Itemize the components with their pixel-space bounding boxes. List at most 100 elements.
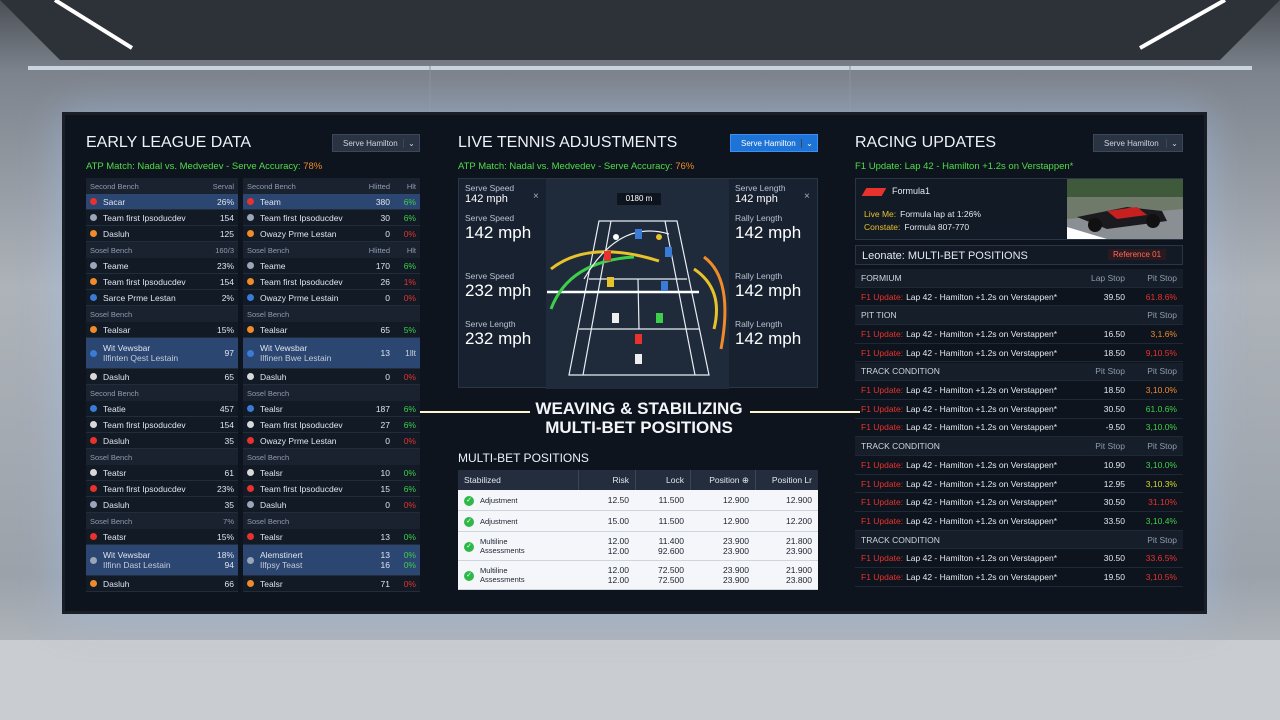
stat: Rally Length 142 mph: [735, 213, 801, 243]
row-value: 15%: [216, 324, 234, 335]
table-row[interactable]: Teame 23%: [86, 258, 238, 274]
row-tag: F1 Update:: [861, 572, 904, 583]
panel-subtitle: ATP Match: Nadal vs. Medvedev - Serve Ac…: [86, 161, 322, 172]
row-name-wrap: Tealsr: [260, 468, 356, 478]
panel-title: EARLY LEAGUE DATA: [86, 134, 252, 151]
racing-row[interactable]: F1 Update: Lap 42 - Hamilton +1.2s on Ver…: [855, 512, 1183, 531]
table-row[interactable]: Multiline Assessments 12.00 12.00 11.400 92.6…: [458, 532, 818, 561]
table-row[interactable]: Team first Ipsoducdev 26 1%: [243, 274, 420, 290]
row-percent-wrap: 1llt: [390, 348, 416, 358]
table-row[interactable]: Teame 170 6%: [243, 258, 420, 274]
table-cell: 11.500: [635, 511, 690, 531]
row-tag: F1 Update:: [861, 328, 904, 339]
table-row[interactable]: Tealsr 13 0%: [243, 529, 420, 545]
racing-row[interactable]: F1 Update: Lap 42 - Hamilton +1.2s on Ver…: [855, 325, 1183, 344]
dropdown[interactable]: Serve Hamilton ⌄: [332, 134, 420, 152]
stat: Serve Speed 232 mph: [465, 271, 531, 301]
row-tag: F1 Update:: [861, 385, 904, 396]
table-row[interactable]: Sarce Prme Lestan 2%: [86, 290, 238, 306]
row-text: Lap 42 - Hamilton +1.2s on Verstappen*: [906, 403, 1058, 414]
row-percent: 61.8.6%: [1145, 291, 1177, 302]
row-percent: 3,10.5%: [1145, 572, 1177, 583]
cell-text: 12.200: [786, 516, 812, 526]
table-row[interactable]: Adjustment 15.00 11.500 12.900 12.200 ✓: [458, 511, 818, 532]
stat-label: Serve Speed: [465, 183, 515, 193]
table-row[interactable]: Owazy Prme Lestan 0 0%: [243, 226, 420, 242]
table-row[interactable]: Tealsr 71 0%: [243, 576, 420, 592]
table-row[interactable]: Team first Ipsoducdev 154: [86, 274, 238, 290]
table-row[interactable]: Dasluh 35: [86, 497, 238, 513]
row-value-wrap: 13: [356, 348, 390, 358]
row-value: 23%: [216, 260, 234, 271]
table-row[interactable]: Team first Ipsoducdev 154: [86, 210, 238, 226]
table-row[interactable]: Dasluh 65: [86, 369, 238, 385]
racing-row[interactable]: F1 Update: Lap 42 - Hamilton +1.2s on Ver…: [855, 493, 1183, 513]
row-percent: 1%: [403, 276, 416, 287]
table-row[interactable]: Teatsr 61: [86, 465, 238, 481]
table-row[interactable]: Tealsar 65 5%: [243, 322, 420, 338]
dropdown[interactable]: Serve Hamilton ⌄: [730, 134, 818, 152]
row-icon: [90, 469, 97, 476]
table-row[interactable]: Tealsar 15%: [86, 322, 238, 338]
row-tag: F1 Update:: [861, 553, 904, 564]
row-value-2: 16: [380, 560, 390, 570]
table-row[interactable]: Tealsr 10 0%: [243, 465, 420, 481]
racing-row[interactable]: F1 Update: Lap 42 - Hamilton +1.2s on Ver…: [855, 381, 1183, 400]
group-header: Sosel Bench: [243, 385, 420, 401]
table-row[interactable]: Owazy Prme Lestain 0 0%: [243, 290, 420, 306]
racing-row[interactable]: F1 Update: Lap 42 - Hamilton +1.2s on Ver…: [855, 419, 1183, 438]
racing-row[interactable]: F1 Update: Lap 42 - Hamilton +1.2s on Ver…: [855, 568, 1183, 587]
table-row[interactable]: Dasluh 66: [86, 576, 238, 592]
row-value: 154: [219, 276, 234, 287]
table-row[interactable]: Alemstinert Ilfpsy Teast 13 16 0% 0%: [243, 545, 420, 576]
column-header: Lock: [635, 470, 690, 490]
table-row[interactable]: Owazy Prme Lestan 0 0%: [243, 433, 420, 449]
table-row[interactable]: Dasluh 35: [86, 433, 238, 449]
row-icon: [247, 278, 254, 285]
row-value-wrap: 13 16: [356, 550, 390, 570]
table-row[interactable]: Dasluh 0 0%: [243, 369, 420, 385]
row-name-wrap: Teame: [260, 261, 356, 271]
racing-row[interactable]: F1 Update: Lap 42 - Hamilton +1.2s on Ver…: [855, 550, 1183, 569]
f1-line: Constate: Formula 807-770: [864, 222, 969, 232]
row-icon: [90, 437, 97, 444]
dropdown-caret: ⌄: [801, 138, 817, 148]
table-row[interactable]: Team first Ipsoducdev 15 6%: [243, 481, 420, 497]
table-row[interactable]: Adjustment 12.50 11.500 12.900 12.900 ✓: [458, 490, 818, 511]
table-row[interactable]: Team 380 6%: [243, 194, 420, 210]
table-row[interactable]: Wit Vewsbar Ilfinten Qest Lestain 97: [86, 338, 238, 369]
row-value: 10.90: [1103, 459, 1125, 470]
row-value: 0: [385, 371, 390, 382]
table-row[interactable]: Teatsr 15%: [86, 529, 238, 545]
table-row[interactable]: Team first Ipsoducdev 23%: [86, 481, 238, 497]
racing-row[interactable]: F1 Update: Lap 42 - Hamilton +1.2s on Ver…: [855, 344, 1183, 363]
racing-row[interactable]: F1 Update: Lap 42 - Hamilton +1.2s on Ver…: [855, 475, 1183, 494]
cell-text: 11.400: [658, 536, 684, 546]
table-row[interactable]: Dasluh 125: [86, 226, 238, 242]
table-row[interactable]: Sacar 26%: [86, 194, 238, 210]
row-name: Team first Ipsoducdev: [103, 419, 186, 430]
table-row[interactable]: Team first Ipsoducdev 27 6%: [243, 417, 420, 433]
banner-glow: [420, 411, 860, 413]
row-percent: 0%: [403, 531, 416, 542]
row-value-wrap: 27: [356, 420, 390, 430]
table-row[interactable]: Tealsr 187 6%: [243, 401, 420, 417]
table-row[interactable]: Teatie 457: [86, 401, 238, 417]
row-name: Tealsr: [260, 467, 283, 478]
table-row[interactable]: Multiline Assessments 12.00 12.00 72.500 72.5…: [458, 561, 818, 590]
table-row[interactable]: Wit Vewsbar Ilfinen Bwe Lestain 13 1llt: [243, 338, 420, 369]
stat: Serve Length 232 mph: [465, 319, 531, 349]
group-name: FORMIUM: [861, 272, 902, 283]
group-value: Hlitted: [368, 181, 390, 191]
racing-row[interactable]: F1 Update: Lap 42 - Hamilton +1.2s on Ver…: [855, 400, 1183, 419]
row-value: 13: [380, 550, 390, 560]
table-row[interactable]: Wit Vewsbar Ilfinn Dast Lestain 18% 94: [86, 545, 238, 576]
table-row[interactable]: Dasluh 0 0%: [243, 497, 420, 513]
table-row[interactable]: Team first Ipsoducdev 30 6%: [243, 210, 420, 226]
dropdown[interactable]: Serve Hamilton ⌄: [1093, 134, 1183, 152]
table-row[interactable]: Team first Ipsoducdev 154: [86, 417, 238, 433]
table-cell: 21.800 23.900: [755, 532, 818, 560]
racing-row[interactable]: F1 Update: Lap 42 - Hamilton +1.2s on Ver…: [855, 456, 1183, 475]
cell-text: 23.900: [723, 565, 749, 575]
racing-row[interactable]: F1 Update: Lap 42 - Hamilton +1.2s on Ver…: [855, 288, 1183, 307]
